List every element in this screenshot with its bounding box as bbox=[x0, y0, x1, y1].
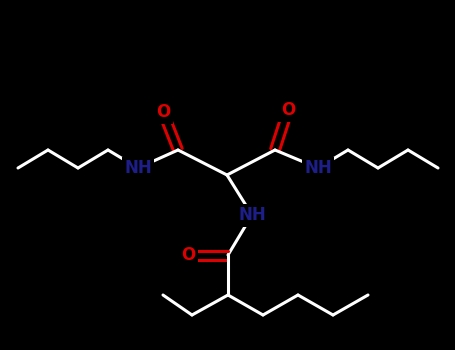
Text: O: O bbox=[281, 101, 295, 119]
Text: NH: NH bbox=[304, 159, 332, 177]
Text: NH: NH bbox=[238, 206, 266, 224]
Text: O: O bbox=[156, 103, 170, 121]
Text: NH: NH bbox=[124, 159, 152, 177]
Text: O: O bbox=[181, 246, 195, 264]
